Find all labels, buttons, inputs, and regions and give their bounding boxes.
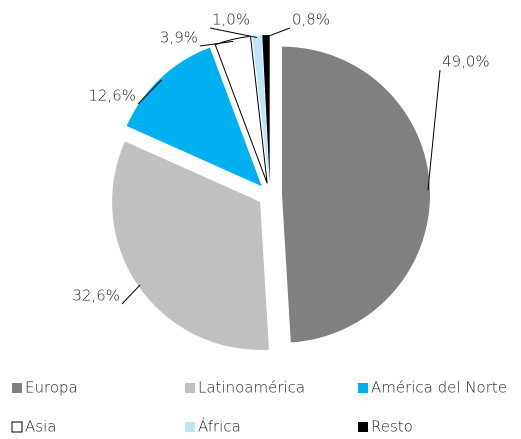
legend-label: Asia [25,418,56,436]
legend-label: África [198,417,241,436]
legend-label: Resto [371,418,413,436]
legend-swatch [358,422,368,432]
leader-line [427,69,441,191]
legend-swatch [185,383,195,393]
legend-swatch [12,383,22,393]
data-label: 3,9% [160,29,198,47]
data-label: 49,0% [442,53,490,71]
pie-slice [112,141,269,350]
pie-slice [281,46,430,343]
data-label: 12,6% [88,87,136,105]
leader-line [137,79,163,105]
leader-line [265,27,291,38]
data-label: 1,0% [212,11,250,29]
legend-swatch [358,383,368,393]
pie-slice [252,35,270,184]
legend-swatch [185,422,195,432]
leader-line [199,40,234,47]
pie-slice [126,47,262,187]
data-label: 32,6% [72,287,120,305]
legend-label: Latinoamérica [198,379,305,397]
leader-line [121,284,141,305]
pie-slice [262,35,270,184]
legend-swatch [11,421,23,433]
legend-label: Europa [25,379,78,397]
leader-line [209,27,258,39]
legend-label: América del Norte [371,379,507,397]
data-label: 0,8% [292,11,330,29]
